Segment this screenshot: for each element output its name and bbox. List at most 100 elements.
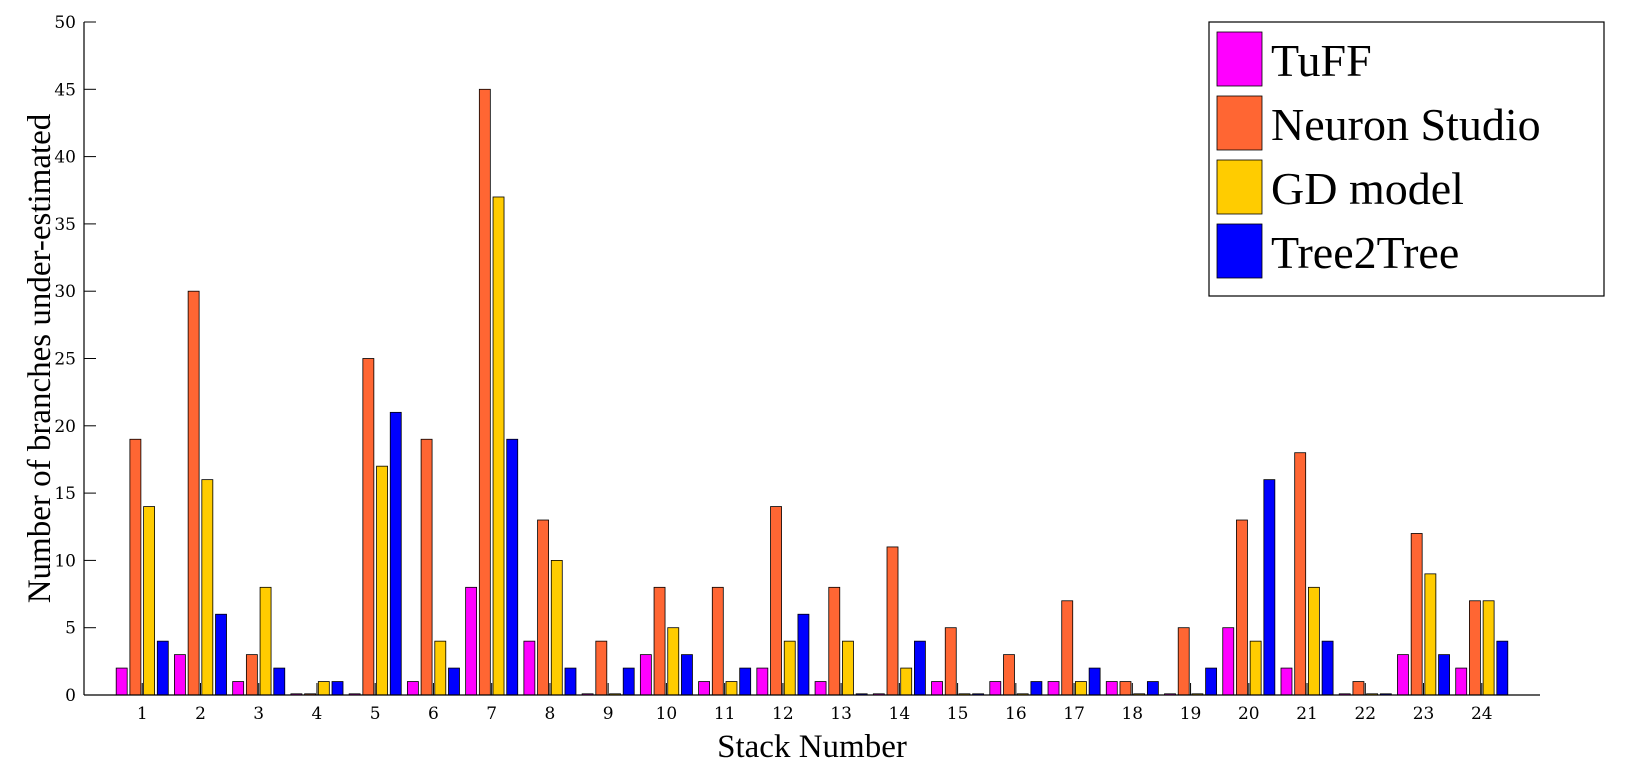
x-tick-label: 14 — [889, 704, 911, 724]
bar-tree2tree-stack-10 — [681, 654, 693, 696]
bar-neuron-studio-stack-17 — [1061, 600, 1074, 696]
y-tick-label: 15 — [54, 484, 76, 504]
bar-neuron-studio-stack-13 — [828, 586, 841, 696]
bar-tree2tree-stack-2 — [215, 613, 227, 696]
x-tick-label: 9 — [603, 704, 614, 724]
bar-neuron-studio-stack-23 — [1410, 533, 1423, 696]
bar-tree2tree-stack-3 — [273, 667, 286, 696]
bar-tree2tree-stack-9 — [622, 667, 635, 696]
x-tick-label: 5 — [370, 704, 381, 724]
x-tick-label: 2 — [195, 704, 206, 724]
legend-swatch-tuff — [1216, 31, 1263, 87]
bar-tree2tree-stack-11 — [739, 667, 752, 696]
bar-tuff-stack-20 — [1222, 627, 1235, 696]
bar-neuron-studio-stack-2 — [187, 290, 200, 696]
bar-tuff-stack-2 — [174, 654, 186, 696]
bar-gd-model-stack-11 — [725, 681, 738, 696]
bar-tree2tree-stack-16 — [1030, 681, 1043, 696]
bar-tuff-stack-1 — [115, 667, 128, 696]
bar-gd-model-stack-4 — [317, 681, 330, 696]
legend-label-gd-model: GD model — [1271, 163, 1464, 214]
bar-tuff-stack-24 — [1455, 667, 1468, 696]
bar-neuron-studio-stack-14 — [886, 546, 899, 696]
bar-tuff-stack-21 — [1280, 667, 1293, 696]
bar-tuff-stack-10 — [639, 654, 652, 696]
bar-tuff-stack-13 — [814, 681, 827, 696]
legend-swatch-gd-model — [1216, 159, 1263, 215]
x-tick-label: 23 — [1413, 704, 1435, 724]
legend-swatch-neuron-studio — [1216, 95, 1263, 151]
x-tick-label: 20 — [1238, 704, 1260, 724]
x-tick-label: 19 — [1180, 704, 1202, 724]
bar-gd-model-stack-5 — [376, 465, 388, 696]
bar-gd-model-stack-3 — [259, 586, 272, 696]
y-tick-label: 25 — [54, 350, 76, 370]
x-tick-label: 11 — [714, 704, 736, 724]
legend-label-tuff: TuFF — [1271, 35, 1372, 86]
bar-neuron-studio-stack-3 — [245, 654, 258, 696]
x-tick-label: 24 — [1471, 704, 1493, 724]
bar-tree2tree-stack-5 — [389, 411, 402, 696]
bar-tree2tree-stack-24 — [1496, 640, 1509, 696]
bar-tree2tree-stack-1 — [156, 640, 169, 696]
bar-tree2tree-stack-14 — [914, 640, 926, 696]
bar-neuron-studio-stack-8 — [537, 519, 549, 696]
bar-gd-model-stack-13 — [842, 640, 854, 696]
bar-tuff-stack-7 — [465, 586, 478, 696]
bar-tree2tree-stack-20 — [1263, 479, 1276, 696]
bar-neuron-studio-stack-22 — [1352, 681, 1365, 696]
bar-neuron-studio-stack-11 — [711, 586, 724, 696]
bar-neuron-studio-stack-10 — [653, 586, 666, 696]
legend-label-tree2tree: Tree2Tree — [1271, 227, 1459, 278]
bar-neuron-studio-stack-6 — [420, 438, 433, 696]
bar-neuron-studio-stack-19 — [1177, 627, 1190, 696]
bar-gd-model-stack-12 — [783, 640, 796, 696]
bar-gd-model-stack-20 — [1249, 640, 1262, 696]
x-tick-label: 10 — [656, 704, 678, 724]
bar-tree2tree-stack-12 — [797, 613, 810, 696]
bar-gd-model-stack-7 — [492, 196, 505, 696]
bar-tree2tree-stack-19 — [1205, 667, 1218, 696]
y-tick-label: 20 — [54, 417, 76, 437]
x-tick-label: 21 — [1296, 704, 1318, 724]
x-tick-label: 17 — [1063, 704, 1085, 724]
x-axis-title: Stack Number — [717, 729, 907, 765]
y-tick-label: 30 — [54, 282, 76, 302]
bars-layer — [115, 88, 1509, 696]
bar-tree2tree-stack-7 — [506, 438, 519, 696]
bar-tree2tree-stack-23 — [1438, 654, 1450, 696]
x-tick-label: 13 — [830, 704, 852, 724]
bar-gd-model-stack-6 — [434, 640, 447, 696]
y-tick-label: 45 — [54, 80, 76, 100]
bar-tree2tree-stack-18 — [1146, 681, 1159, 696]
bar-tuff-stack-8 — [523, 640, 536, 696]
bar-tuff-stack-6 — [406, 681, 419, 696]
bar-neuron-studio-stack-24 — [1469, 600, 1481, 696]
x-tick-label: 12 — [772, 704, 794, 724]
bar-gd-model-stack-21 — [1307, 586, 1320, 696]
bar-tuff-stack-18 — [1105, 681, 1118, 696]
bar-neuron-studio-stack-20 — [1236, 519, 1248, 696]
x-tick-label: 1 — [137, 704, 148, 724]
bar-neuron-studio-stack-9 — [595, 640, 608, 696]
bar-tuff-stack-12 — [756, 667, 769, 696]
bar-tuff-stack-3 — [232, 681, 245, 696]
x-tick-label: 6 — [428, 704, 439, 724]
bar-gd-model-stack-17 — [1075, 681, 1087, 696]
y-tick-label: 50 — [54, 13, 76, 33]
y-tick-label: 10 — [54, 551, 76, 571]
bar-tree2tree-stack-21 — [1321, 640, 1334, 696]
x-tick-label: 15 — [947, 704, 969, 724]
bar-neuron-studio-stack-18 — [1119, 681, 1132, 696]
legend: TuFF Neuron Studio GD model Tree2Tree — [1208, 21, 1605, 297]
bar-gd-model-stack-23 — [1424, 573, 1437, 696]
y-tick-label: 0 — [65, 686, 76, 706]
bar-tuff-stack-17 — [1047, 681, 1060, 696]
bar-neuron-studio-stack-21 — [1294, 452, 1307, 696]
x-tick-label: 7 — [486, 704, 497, 724]
legend-label-neuron-studio: Neuron Studio — [1271, 99, 1541, 150]
legend-box — [1208, 21, 1605, 297]
x-tick-label: 18 — [1121, 704, 1143, 724]
